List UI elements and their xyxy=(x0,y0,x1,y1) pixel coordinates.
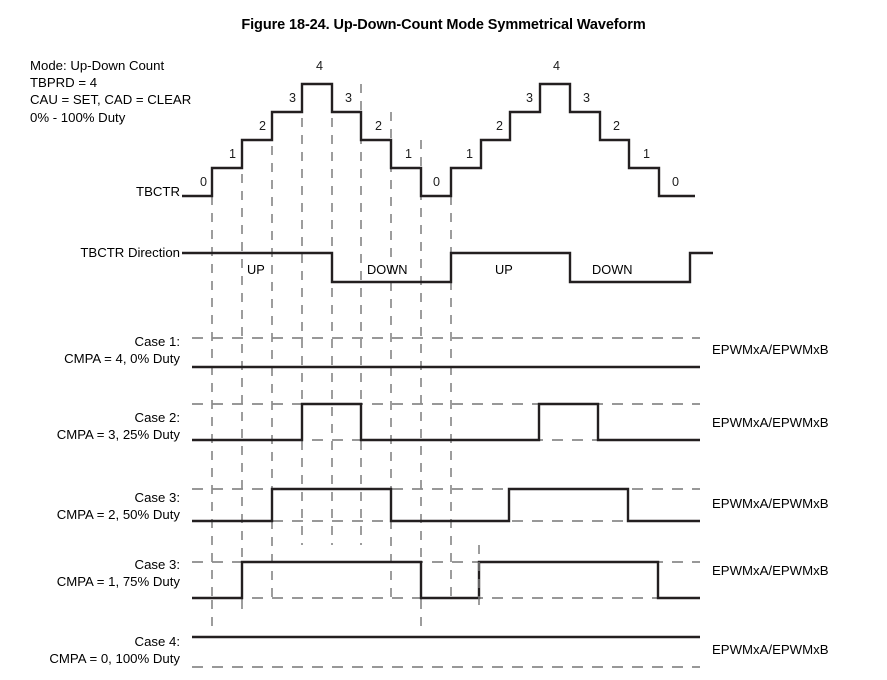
case-4-output-label: EPWMxA/EPWMxB xyxy=(712,642,829,657)
case-2-row: Case 2: CMPA = 3, 25% Duty EPWMxA/EPWMxB xyxy=(57,402,829,442)
ctr-label-1a: 1 xyxy=(229,147,236,161)
case-2-name: Case 2: xyxy=(135,410,180,425)
ctr-label-3c: 3 xyxy=(526,91,533,105)
case-3b-output-waveform xyxy=(192,560,700,600)
ctr-label-2b: 2 xyxy=(375,119,382,133)
ctr-label-3b: 3 xyxy=(345,91,352,105)
ctr-label-0b: 0 xyxy=(433,175,440,189)
case-4-name: Case 4: xyxy=(135,634,180,649)
direction-marker-down-1: DOWN xyxy=(367,262,408,277)
ctr-label-2d: 2 xyxy=(613,119,620,133)
note-mode: Mode: Up-Down Count xyxy=(30,58,165,73)
case-3-output-waveform xyxy=(192,487,700,523)
case-2-output-label: EPWMxA/EPWMxB xyxy=(712,415,829,430)
tbctr-label: TBCTR xyxy=(136,184,180,199)
guideline-group xyxy=(211,84,452,600)
case-3-detail: CMPA = 2, 50% Duty xyxy=(57,507,181,522)
direction-annotations: UP DOWN UP DOWN xyxy=(247,262,633,277)
ctr-label-0c: 0 xyxy=(672,175,679,189)
direction-marker-up-2: UP xyxy=(495,262,513,277)
ctr-label-2c: 2 xyxy=(496,119,503,133)
tbctr-value-labels: 0 1 2 3 4 3 2 1 0 1 2 3 4 3 2 1 0 xyxy=(200,59,679,189)
ctr-label-3a: 3 xyxy=(289,91,296,105)
direction-marker-down-2: DOWN xyxy=(592,262,633,277)
mode-notes: Mode: Up-Down Count TBPRD = 4 CAU = SET,… xyxy=(30,57,191,126)
ctr-label-0a: 0 xyxy=(200,175,207,189)
figure-title: Figure 18-24. Up-Down-Count Mode Symmetr… xyxy=(241,17,646,33)
case-1-row: Case 1: CMPA = 4, 0% Duty EPWMxA/EPWMxB xyxy=(64,334,829,369)
case-4-detail: CMPA = 0, 100% Duty xyxy=(49,651,180,666)
tbctr-direction-label: TBCTR Direction xyxy=(80,245,180,260)
case-3b-detail: CMPA = 1, 75% Duty xyxy=(57,574,181,589)
ctr-label-2a: 2 xyxy=(259,119,266,133)
case-4-row: Case 4: CMPA = 0, 100% Duty EPWMxA/EPWMx… xyxy=(49,634,829,668)
case-3-row: Case 3: CMPA = 2, 50% Duty EPWMxA/EPWMxB xyxy=(57,487,829,523)
ctr-label-1b: 1 xyxy=(405,147,412,161)
case-2-detail: CMPA = 3, 25% Duty xyxy=(57,427,181,442)
case-3-name: Case 3: xyxy=(135,490,180,505)
ctr-label-1c: 1 xyxy=(466,147,473,161)
direction-marker-up-1: UP xyxy=(247,262,265,277)
case-3b-row: Case 3: CMPA = 1, 75% Duty EPWMxA/EPWMxB xyxy=(57,557,829,600)
case-3b-output-label: EPWMxA/EPWMxB xyxy=(712,563,829,578)
ctr-label-4a: 4 xyxy=(316,59,323,73)
ctr-label-3d: 3 xyxy=(583,91,590,105)
note-tbprd: TBPRD = 4 xyxy=(30,75,98,91)
case-3b-name: Case 3: xyxy=(135,557,180,572)
case-1-detail: CMPA = 4, 0% Duty xyxy=(64,351,180,366)
ctr-label-1d: 1 xyxy=(643,147,650,161)
ctr-label-4b: 4 xyxy=(553,59,560,73)
tbctr-staircase xyxy=(182,82,695,198)
note-duty-range: 0% - 100% Duty xyxy=(30,109,126,125)
case-1-name: Case 1: xyxy=(135,334,180,349)
case-2-output-waveform xyxy=(192,402,700,442)
note-action-qualifier: CAU = SET, CAD = CLEAR xyxy=(30,92,192,108)
case-1-output-label: EPWMxA/EPWMxB xyxy=(712,342,829,357)
guideline-lower-stubs xyxy=(211,545,480,630)
case-3-output-label: EPWMxA/EPWMxB xyxy=(712,496,829,511)
tbctr-direction-waveform xyxy=(182,251,713,284)
